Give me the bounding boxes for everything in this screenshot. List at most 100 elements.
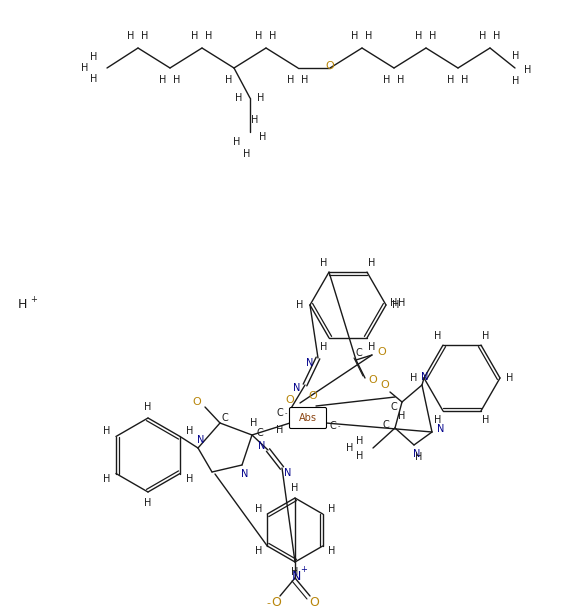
Text: H: H [493,31,501,41]
Text: H: H [103,426,110,436]
Text: H: H [397,75,405,85]
Text: H: H [186,474,193,484]
Text: O: O [377,347,386,357]
Text: H: H [276,425,284,435]
Text: H: H [292,567,299,577]
Text: H: H [255,504,262,514]
Text: N: N [284,468,292,478]
Text: C: C [277,408,284,418]
Text: N: N [241,469,249,479]
Text: N: N [197,435,205,445]
Text: H: H [251,115,259,125]
Text: -: - [338,423,341,429]
Text: O: O [308,391,318,401]
Text: H: H [225,75,233,85]
Text: H: H [296,300,304,310]
Text: O: O [286,395,294,405]
Text: N: N [306,358,314,368]
Text: +: + [301,564,307,573]
Text: H: H [320,258,328,268]
Text: H: H [383,75,390,85]
Text: +: + [30,295,37,305]
Text: H: H [390,298,398,308]
Text: N: N [421,372,429,382]
Text: H: H [524,65,532,75]
Text: H: H [434,332,442,341]
Text: H: H [301,75,308,85]
Text: H: H [512,51,520,61]
Text: H: H [368,258,376,268]
Text: -: - [285,410,288,416]
Text: H: H [233,137,241,147]
Text: H: H [346,443,354,453]
Text: H: H [357,436,364,446]
Text: H: H [368,341,376,352]
Text: H: H [144,498,151,508]
Text: H: H [270,31,277,41]
Text: N: N [258,441,266,451]
Text: H: H [410,373,418,383]
Text: H: H [398,411,406,421]
Text: O: O [325,61,334,71]
Text: N: N [292,570,301,583]
Text: H: H [173,75,181,85]
Text: H: H [434,414,442,424]
Text: H: H [103,474,110,484]
Text: H: H [320,341,328,352]
Text: H: H [328,546,335,556]
Text: H: H [483,414,490,424]
Text: N: N [414,449,421,459]
Text: H: H [144,402,151,412]
Text: H: H [259,132,267,142]
Text: H: H [351,31,359,41]
Text: C: C [329,421,336,431]
Text: N: N [293,383,301,393]
Text: H: H [429,31,437,41]
Text: O: O [381,380,389,390]
Text: H: H [205,31,212,41]
Text: H: H [192,31,199,41]
Text: -: - [266,598,270,608]
Text: H: H [90,52,98,62]
Text: C: C [383,420,389,430]
Text: C: C [390,402,397,412]
Text: H: H [141,31,149,41]
Text: O: O [271,596,281,610]
Text: H: H [292,483,299,493]
Text: H: H [479,31,486,41]
Text: H: H [461,75,469,85]
Text: H: H [506,373,514,383]
Text: O: O [193,397,201,407]
Text: O: O [368,375,377,385]
Text: H: H [398,298,406,308]
Text: N: N [437,424,445,434]
Text: H: H [415,31,423,41]
Text: H: H [90,74,98,84]
FancyBboxPatch shape [289,408,327,429]
Text: H: H [257,93,264,103]
Text: H: H [250,418,258,428]
Text: O: O [309,596,319,610]
Text: H: H [288,75,295,85]
Text: H: H [357,451,364,461]
Text: H: H [255,546,262,556]
Text: H: H [81,63,89,73]
Text: H: H [159,75,167,85]
Text: C: C [355,348,362,358]
Text: H: H [127,31,134,41]
Text: H: H [255,31,263,41]
Text: H: H [328,504,335,514]
Text: H: H [244,149,251,159]
Text: H: H [235,93,243,103]
Text: H: H [18,298,27,311]
Text: H: H [483,332,490,341]
Text: H: H [512,76,520,86]
Text: C: C [257,428,263,438]
Text: H: H [392,300,399,310]
Text: C: C [221,413,228,423]
Text: Abs: Abs [299,413,317,423]
Text: H: H [415,452,423,462]
Text: H: H [366,31,373,41]
Text: H: H [186,426,193,436]
Text: H: H [447,75,455,85]
